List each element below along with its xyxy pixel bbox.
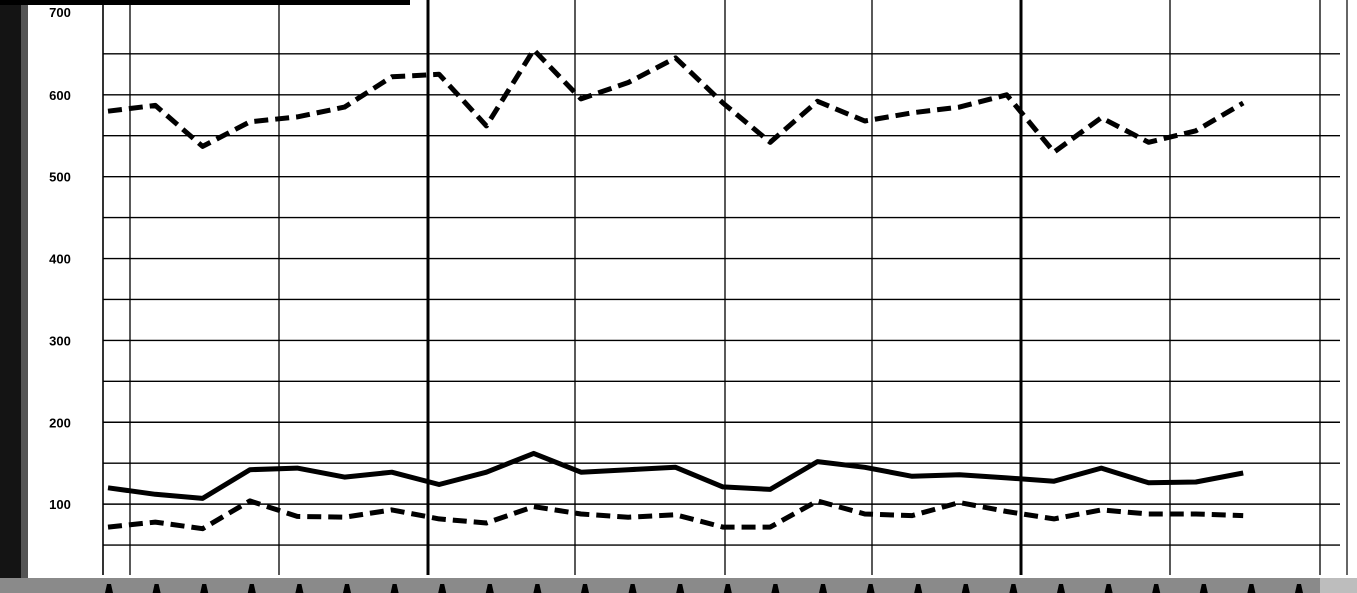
x-tick-mark [1295,584,1303,593]
x-tick-mark [1152,584,1161,593]
left-border-shade [21,0,28,593]
y-tick-label: 600 [49,88,71,103]
x-tick-mark [152,584,161,593]
x-tick-mark [485,584,494,593]
x-tick-mark [771,584,780,593]
x-tick-mark [533,584,542,593]
series-line-3 [107,498,1244,532]
y-tick-label: 100 [49,497,71,512]
top-bar [0,0,410,5]
x-axis-markers [105,584,1303,593]
x-tick-mark [723,584,732,593]
x-tick-mark [200,584,209,593]
x-tick-mark [247,584,256,593]
y-tick-label: 700 [49,5,71,20]
y-tick-label: 400 [49,252,71,267]
x-tick-mark [914,584,923,593]
x-tick-mark [961,584,970,593]
left-border [0,0,21,593]
x-tick-mark [1247,584,1256,593]
bottom-edge-corner [1320,578,1357,593]
y-tick-label: 300 [49,333,71,348]
x-tick-mark [295,584,304,593]
x-tick-mark [343,584,351,593]
series-line-2 [107,450,1244,501]
x-tick-mark [628,584,637,593]
x-tick-mark [1104,584,1113,593]
x-tick-mark [581,584,589,593]
x-tick-mark [676,584,685,593]
series-group [107,47,1245,532]
x-tick-mark [1199,584,1208,593]
x-tick-mark [438,584,447,593]
y-tick-label: 200 [49,415,71,430]
x-tick-mark [1057,584,1065,593]
series-line-1 [107,47,1245,155]
x-tick-mark [819,584,827,593]
y-tick-label: 500 [49,170,71,185]
x-tick-mark [1009,584,1018,593]
grid [102,0,1348,575]
y-axis-ticks: 100 200 300 400 500 600 700 [49,5,71,512]
x-tick-mark [390,584,399,593]
x-tick-mark [866,584,875,593]
x-tick-mark [105,584,113,593]
